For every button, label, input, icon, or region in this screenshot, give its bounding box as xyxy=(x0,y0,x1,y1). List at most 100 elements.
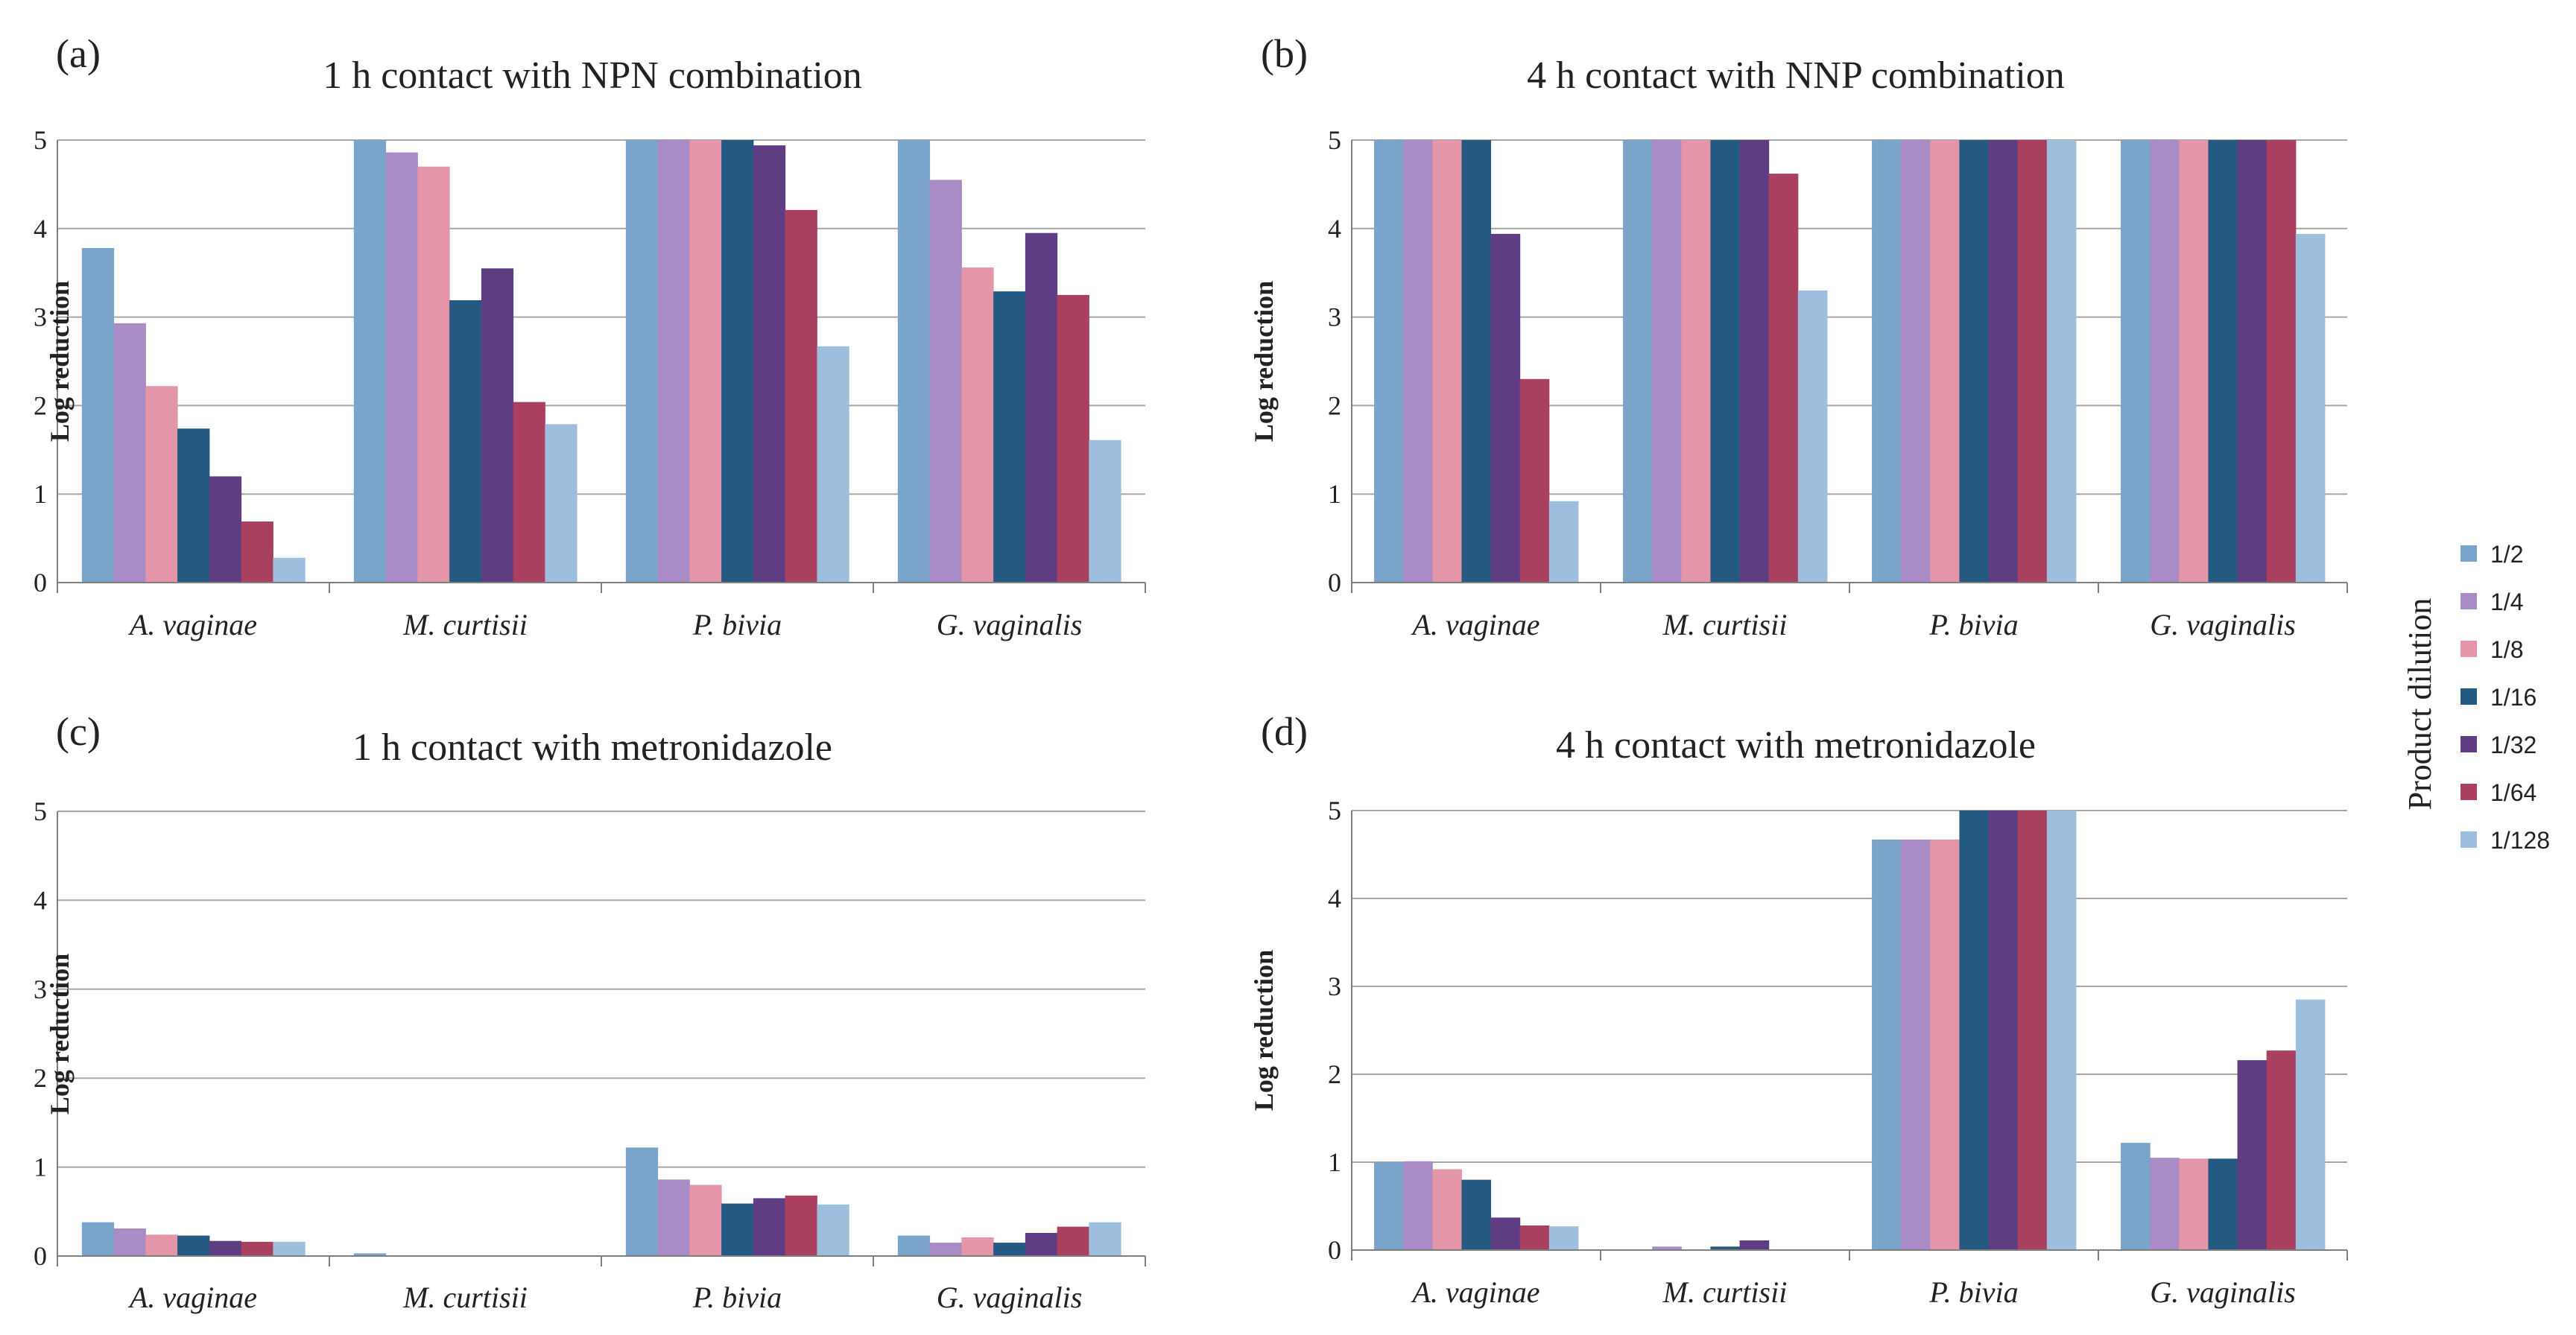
panel-d-title: 4 h contact with metronidazole xyxy=(1556,724,2036,767)
panel-a-bar xyxy=(209,476,242,583)
panel-a-bar xyxy=(817,346,849,583)
panel-b-ytick-label: 5 xyxy=(1328,125,1341,155)
legend-entry: 1/4 xyxy=(2490,589,2523,615)
panel-c-ylabel: Log reduction xyxy=(45,954,75,1114)
panel-a-ylabel: Log reduction xyxy=(45,281,75,442)
panel-d-bar xyxy=(1403,1161,1433,1250)
panel-b-bar xyxy=(1901,140,1931,583)
panel-a-bar xyxy=(689,140,722,583)
panel-c-ytick-label: 1 xyxy=(34,1152,47,1182)
legend-swatch xyxy=(2461,545,2477,562)
panel-d-bar xyxy=(1461,1179,1492,1250)
panel-b-bar xyxy=(1681,140,1711,583)
panel-a-ytick-label: 5 xyxy=(34,125,47,155)
panel-c-bar xyxy=(209,1240,242,1256)
panel-d-bar xyxy=(2295,999,2326,1250)
panel-c-bar xyxy=(177,1235,210,1256)
panel-c-bar xyxy=(353,1253,387,1256)
legend-entry: 1/128 xyxy=(2490,827,2550,854)
panel-b-bar xyxy=(2121,140,2151,583)
panel-d-bar xyxy=(2017,811,2048,1250)
panel-a-ytick-label: 1 xyxy=(34,479,47,509)
legend-entry: 1/32 xyxy=(2490,732,2537,758)
panel-b-bar xyxy=(2179,140,2209,583)
panel-a-bar xyxy=(177,428,210,583)
panel-d-bar xyxy=(1432,1169,1462,1250)
panel-b-category-label: A. vaginae xyxy=(1410,608,1539,641)
panel-a-ytick-label: 0 xyxy=(34,568,47,597)
panel-a-bar xyxy=(241,521,273,583)
panel-b-ytick-label: 1 xyxy=(1328,479,1341,509)
panel-d-label: (d) xyxy=(1261,709,1308,754)
legend-entry: 1/16 xyxy=(2490,684,2537,711)
panel-d-bar xyxy=(1988,811,2019,1250)
panel-a-category-label: P. bivia xyxy=(692,608,782,641)
panel-b-label: (b) xyxy=(1261,31,1308,76)
panel-b-bar xyxy=(1768,174,1799,583)
panel-b-bar xyxy=(1548,501,1579,583)
panel-b-bar xyxy=(1797,290,1828,583)
panel-c-bar xyxy=(753,1198,786,1256)
panel-a-bar xyxy=(81,247,115,583)
legend-swatch xyxy=(2461,641,2477,657)
panel-a-ytick-label: 3 xyxy=(34,302,47,332)
panel-d-bar xyxy=(1710,1246,1741,1250)
panel-b-bar xyxy=(2208,140,2238,583)
panel-d-ylabel: Log reduction xyxy=(1249,950,1279,1111)
panel-d-category-label: G. vaginalis xyxy=(2150,1275,2296,1309)
panel-a-label: (a) xyxy=(56,31,101,76)
panel-c-category-label: M. curtisii xyxy=(402,1281,528,1314)
panel-a-bar xyxy=(993,291,1026,583)
panel-c-bar xyxy=(1025,1232,1058,1256)
panel-a-ytick-label: 2 xyxy=(34,390,47,420)
panel-d-bar xyxy=(1374,1162,1404,1250)
panel-c-bar xyxy=(145,1234,178,1256)
panel-a-bar xyxy=(385,152,418,583)
panel-b-bar xyxy=(1739,140,1770,583)
panel-d-bar xyxy=(1959,811,1990,1250)
panel-a-bar xyxy=(513,402,545,583)
panel-d-bar xyxy=(1872,839,1902,1250)
panel-a-ytick-label: 4 xyxy=(34,214,47,244)
panel-b-bar xyxy=(1872,140,1902,583)
panel-a-bar xyxy=(449,300,482,583)
legend-swatch xyxy=(2461,688,2477,705)
panel-a-bar xyxy=(1089,440,1121,583)
panel-c-bar xyxy=(241,1241,273,1256)
panel-a-bar xyxy=(353,140,387,583)
panel-c-ytick-label: 3 xyxy=(34,974,47,1004)
panel-c-category-label: A. vaginae xyxy=(127,1281,257,1314)
panel-b-category-label: M. curtisii xyxy=(1662,608,1788,641)
panel-d-bar xyxy=(2150,1158,2180,1250)
panel-d-category-label: M. curtisii xyxy=(1662,1275,1788,1309)
legend-swatch xyxy=(2461,736,2477,752)
panel-d-bar xyxy=(1739,1240,1770,1250)
panel-d-category-label: A. vaginae xyxy=(1410,1275,1539,1309)
legend-entry: 1/64 xyxy=(2490,779,2537,806)
panel-b-bar xyxy=(1490,233,1521,583)
panel-c-bar xyxy=(689,1185,722,1256)
panel-b-bar xyxy=(1930,140,1960,583)
legend-swatch xyxy=(2461,784,2477,800)
panel-c-bar xyxy=(113,1228,146,1256)
panel-c-bar xyxy=(785,1195,817,1256)
legend-title: Product dilution xyxy=(2402,598,2438,811)
panel-a-bar xyxy=(753,145,786,583)
panel-b-ytick-label: 2 xyxy=(1328,390,1341,420)
panel-c-ytick-label: 4 xyxy=(34,885,47,915)
legend-entry: 1/2 xyxy=(2490,541,2523,568)
panel-a-category-label: G. vaginalis xyxy=(937,608,1083,641)
panel-b-category-label: P. bivia xyxy=(1928,608,2018,641)
panel-d-ytick-label: 4 xyxy=(1328,884,1341,913)
panel-b-bar xyxy=(2046,140,2077,583)
panel-c-bar xyxy=(1089,1222,1121,1256)
panel-a-bar xyxy=(1025,232,1058,583)
panel-b-bar xyxy=(1403,140,1433,583)
panel-a-bar xyxy=(1057,294,1089,583)
panel-d-bar xyxy=(2179,1158,2209,1250)
panel-b-bar xyxy=(1461,140,1492,583)
panel-c-ytick-label: 0 xyxy=(34,1241,47,1271)
panel-b-bar xyxy=(1623,140,1653,583)
panel-c-bar xyxy=(817,1204,849,1256)
